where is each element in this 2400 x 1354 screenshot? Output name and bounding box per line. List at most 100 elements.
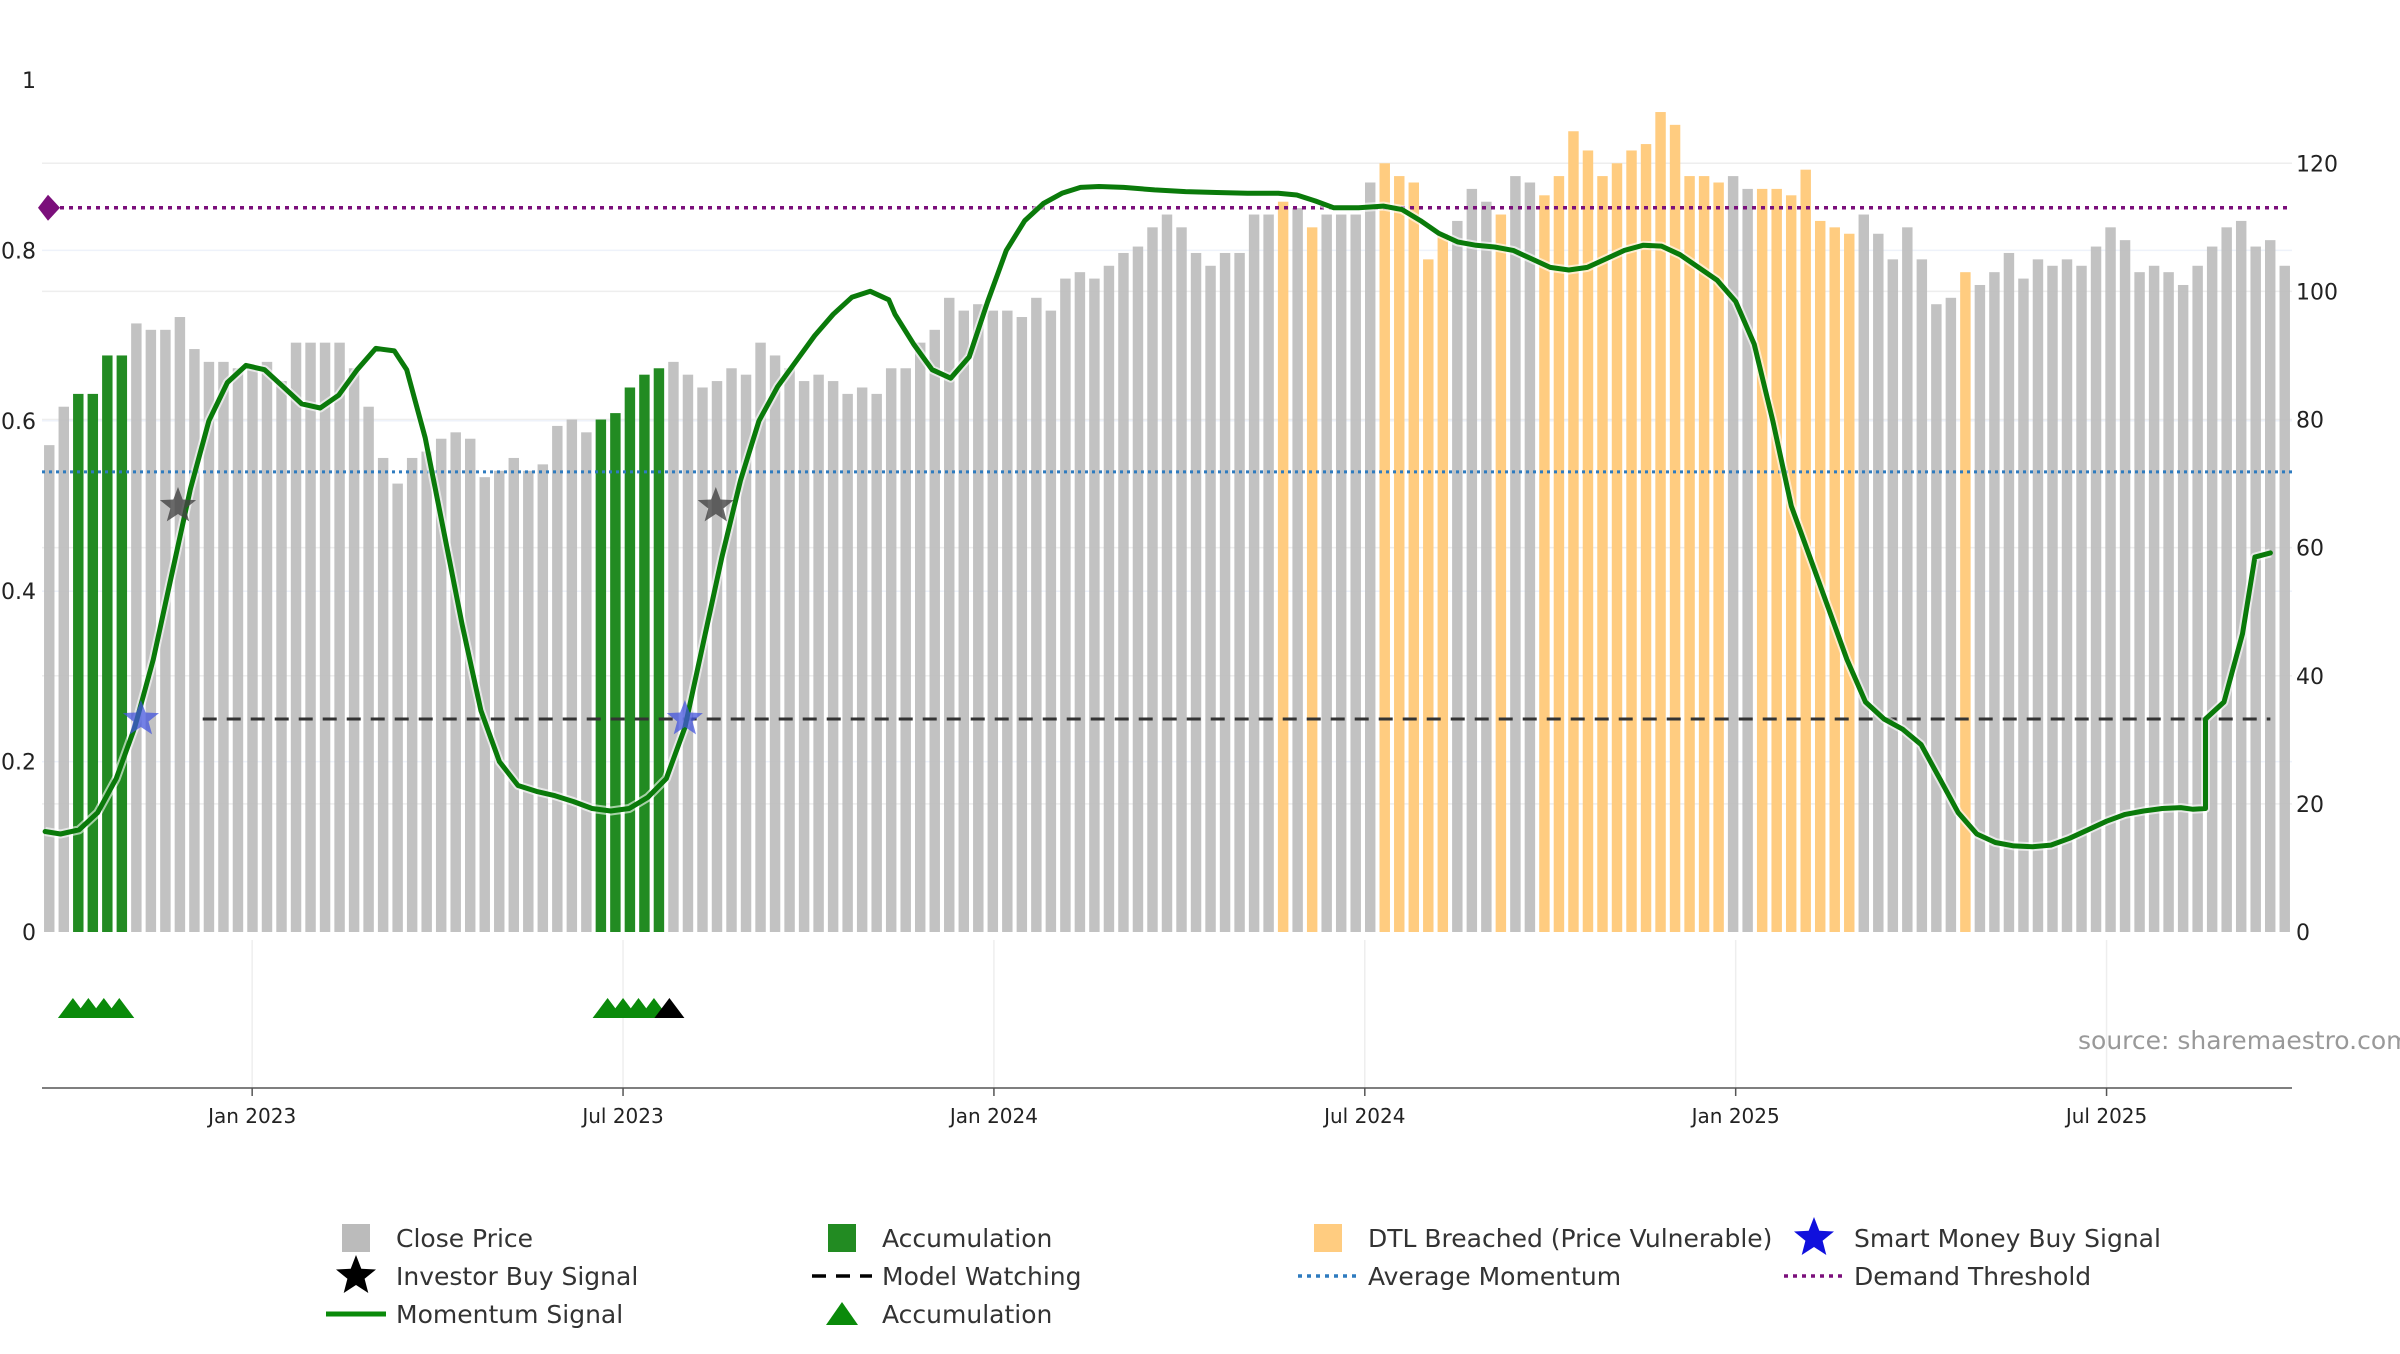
price-bar bbox=[1045, 310, 1057, 932]
accumulation-triangle bbox=[654, 998, 685, 1018]
price-bar bbox=[2047, 265, 2058, 933]
price-bar bbox=[145, 329, 157, 932]
legend-label: Investor Buy Signal bbox=[396, 1262, 638, 1291]
price-bar bbox=[1771, 188, 1782, 933]
price-bar bbox=[319, 342, 331, 932]
price-bar bbox=[494, 470, 505, 932]
left-axis-tick-label: 0.4 bbox=[1, 580, 36, 605]
accumulation-subpanel bbox=[57, 998, 685, 1018]
price-bar bbox=[566, 419, 578, 932]
price-bar bbox=[1553, 176, 1565, 933]
price-bar bbox=[1234, 252, 1245, 932]
legend-label: Accumulation bbox=[882, 1224, 1052, 1253]
price-bar bbox=[552, 425, 563, 932]
price-bar bbox=[116, 355, 128, 933]
x-axis-tick-label: Jul 2025 bbox=[2064, 1104, 2147, 1128]
price-bar bbox=[610, 413, 621, 932]
price-bar bbox=[232, 368, 244, 932]
price-bar bbox=[1713, 182, 1724, 933]
price-bar bbox=[276, 381, 287, 932]
legend-label: Momentum Signal bbox=[396, 1300, 623, 1329]
legend-swatch-square bbox=[828, 1224, 856, 1252]
price-bar bbox=[1887, 259, 1899, 932]
price-bar bbox=[1524, 182, 1536, 933]
price-bar bbox=[2250, 246, 2261, 932]
legend-swatch-star bbox=[1794, 1217, 1834, 1255]
price-bars bbox=[44, 112, 2290, 933]
price-bar bbox=[711, 381, 723, 932]
price-bar bbox=[44, 445, 55, 932]
price-bar bbox=[1394, 176, 1405, 933]
price-bar bbox=[87, 393, 99, 932]
price-bar bbox=[1626, 150, 1637, 932]
price-bar bbox=[624, 387, 636, 932]
axes: Jan 2023 Jul 2023 Jan 2024 Jul 2024 Jan 2025… bbox=[1, 69, 2338, 1128]
price-bar bbox=[465, 438, 476, 932]
price-bar bbox=[2032, 259, 2044, 932]
left-axis-tick-label: 1 bbox=[22, 69, 36, 94]
momentum-signal-group bbox=[42, 182, 2273, 852]
x-axis-tick-label: Jul 2023 bbox=[580, 1104, 663, 1128]
smart-money-buy-star bbox=[666, 700, 703, 735]
x-axis-tick-label: Jan 2025 bbox=[1690, 1104, 1780, 1128]
price-bar bbox=[1031, 297, 1042, 932]
price-bar bbox=[1423, 259, 1434, 932]
price-bar bbox=[1161, 214, 1173, 933]
right-axis-tick-label: 0 bbox=[2296, 921, 2310, 946]
price-bar bbox=[2076, 265, 2087, 933]
price-bar bbox=[1219, 252, 1231, 932]
price-bar bbox=[1466, 188, 1478, 933]
left-axis-tick-label: 0.2 bbox=[1, 751, 36, 776]
price-bar bbox=[856, 387, 868, 932]
price-bar bbox=[885, 368, 897, 932]
price-bar bbox=[1756, 188, 1768, 933]
price-bar bbox=[973, 304, 984, 932]
price-bar bbox=[1655, 112, 1666, 932]
price-bar bbox=[58, 406, 69, 932]
momentum-signal-line bbox=[42, 184, 2273, 850]
price-bar bbox=[1306, 227, 1318, 932]
price-bar bbox=[1176, 227, 1187, 932]
price-bar bbox=[2206, 246, 2218, 932]
right-axis-tick-label: 40 bbox=[2296, 665, 2324, 690]
price-bar bbox=[174, 317, 186, 932]
legend-label: DTL Breached (Price Vulnerable) bbox=[1368, 1224, 1772, 1253]
price-bar bbox=[1132, 246, 1144, 932]
price-bar bbox=[653, 368, 665, 932]
x-axis-tick-label: Jan 2024 bbox=[948, 1104, 1038, 1128]
price-bar bbox=[1669, 124, 1681, 932]
price-bar bbox=[2163, 272, 2174, 933]
price-bar bbox=[929, 329, 940, 932]
price-bar bbox=[392, 483, 403, 932]
price-bar bbox=[1989, 272, 2000, 933]
price-bar bbox=[1510, 176, 1521, 933]
price-bar bbox=[1844, 233, 1855, 932]
price-bar bbox=[203, 361, 215, 933]
price-bar bbox=[958, 310, 969, 932]
price-bar bbox=[305, 342, 316, 932]
price-bar bbox=[406, 457, 418, 932]
price-bar bbox=[1960, 272, 1971, 933]
source-label: source: sharemaestro.com bbox=[2078, 1026, 2400, 1055]
price-bar bbox=[1931, 304, 1942, 932]
price-bar bbox=[1568, 131, 1579, 933]
demand-threshold-marker bbox=[38, 194, 60, 221]
price-bar bbox=[2192, 265, 2203, 933]
price-bar bbox=[1147, 227, 1158, 932]
left-axis-tick-label: 0.6 bbox=[1, 410, 36, 435]
left-axis-tick-label: 0 bbox=[22, 921, 36, 946]
accumulation-triangle bbox=[104, 998, 135, 1018]
price-bar bbox=[1263, 214, 1274, 933]
price-bar bbox=[668, 361, 679, 933]
price-bar bbox=[1365, 182, 1376, 933]
price-bar bbox=[1350, 214, 1361, 933]
price-bar bbox=[1742, 188, 1753, 933]
price-bar bbox=[1727, 176, 1739, 933]
price-bar bbox=[1582, 150, 1594, 932]
price-bar bbox=[1640, 144, 1652, 932]
price-bar bbox=[987, 310, 999, 932]
price-bar bbox=[1205, 265, 1216, 933]
price-bar bbox=[581, 432, 592, 932]
price-bar bbox=[218, 361, 229, 933]
